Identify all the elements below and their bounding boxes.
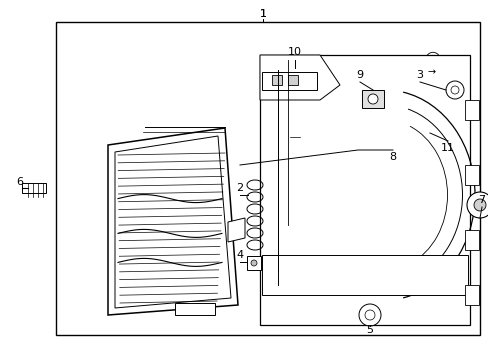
Bar [262, 255, 467, 295]
Bar [464, 165, 478, 185]
Bar [262, 72, 316, 90]
Bar [361, 90, 383, 108]
Bar [175, 303, 215, 315]
Circle shape [389, 65, 449, 125]
Circle shape [445, 81, 463, 99]
Circle shape [473, 199, 485, 211]
Text: 4: 4 [236, 250, 243, 260]
Text: →: → [427, 67, 435, 77]
Circle shape [466, 192, 488, 218]
Bar [22, 183, 46, 193]
Polygon shape [108, 128, 238, 315]
Text: 9: 9 [356, 70, 363, 80]
Polygon shape [260, 55, 339, 100]
Text: 5: 5 [366, 325, 373, 335]
Text: 1: 1 [259, 9, 266, 19]
Bar [260, 55, 469, 325]
Circle shape [425, 52, 439, 66]
Text: 2: 2 [236, 183, 243, 193]
Bar [276, 81, 312, 109]
Polygon shape [227, 218, 244, 242]
Bar [464, 285, 478, 305]
Circle shape [431, 121, 445, 135]
Text: 3: 3 [416, 70, 423, 80]
Circle shape [403, 79, 435, 111]
Bar [56, 22, 479, 335]
Circle shape [364, 310, 374, 320]
Bar [272, 87, 278, 103]
Bar [312, 87, 317, 103]
Bar [246, 256, 261, 270]
Circle shape [374, 88, 388, 102]
Circle shape [358, 304, 380, 326]
Bar [291, 71, 296, 81]
Text: 10: 10 [287, 47, 302, 57]
Text: 6: 6 [17, 177, 23, 187]
Bar [287, 107, 302, 125]
Bar [284, 71, 288, 81]
Circle shape [381, 57, 457, 133]
Text: 7: 7 [477, 195, 485, 205]
Circle shape [250, 260, 257, 266]
Bar [299, 71, 305, 81]
Text: 1: 1 [259, 9, 266, 19]
Bar [271, 75, 282, 85]
Text: 11: 11 [440, 143, 454, 153]
Ellipse shape [285, 127, 305, 147]
Bar [464, 230, 478, 250]
Circle shape [367, 94, 377, 104]
Bar [464, 100, 478, 120]
Bar [287, 75, 297, 85]
Circle shape [450, 86, 458, 94]
Text: 8: 8 [388, 152, 396, 162]
